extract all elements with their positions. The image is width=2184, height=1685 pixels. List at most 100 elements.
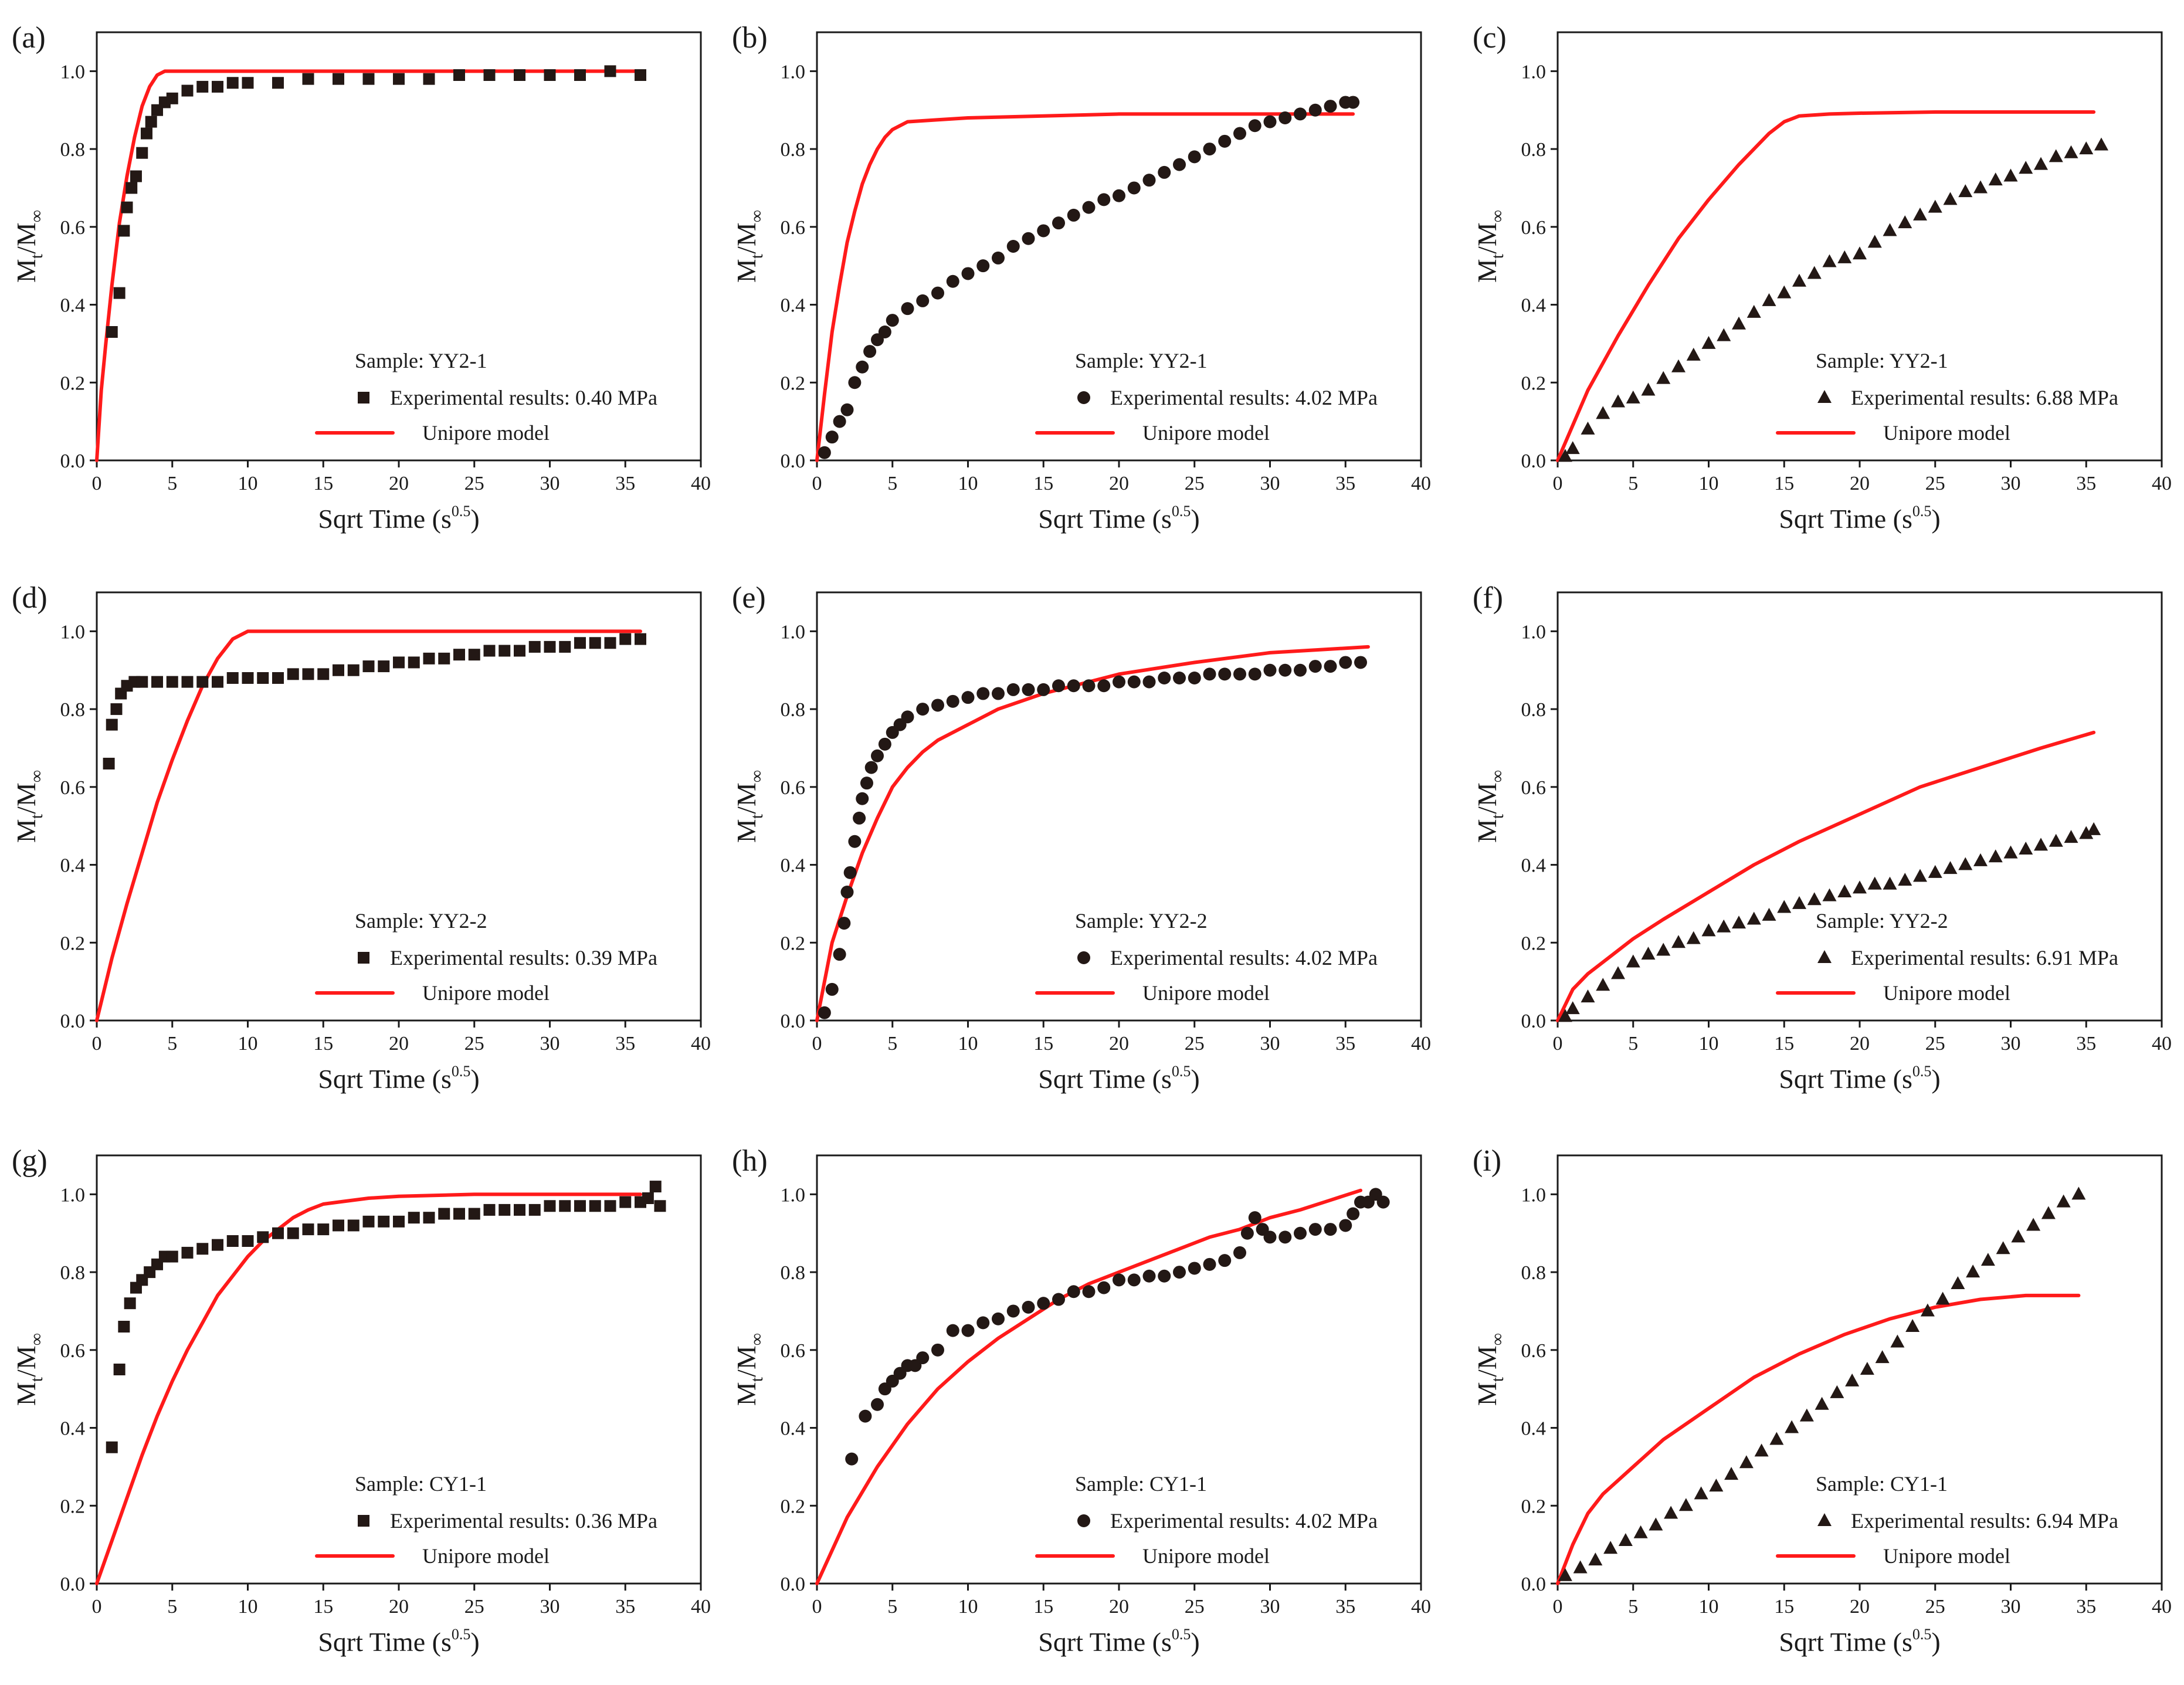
x-axis-label-sup: 0.5 — [1912, 1626, 1932, 1643]
legend-model: Unipore model — [422, 981, 550, 1005]
data-point — [242, 1235, 254, 1247]
data-point — [871, 749, 884, 762]
data-point — [181, 1246, 194, 1259]
x-axis-label-end: ) — [470, 504, 479, 534]
data-point — [347, 664, 360, 676]
data-point — [1762, 907, 1776, 921]
data-point — [362, 1215, 375, 1228]
data-point — [1958, 857, 1973, 870]
y-axis-label-sub2: ∞ — [747, 1333, 767, 1345]
data-point — [1837, 884, 1852, 897]
data-point — [272, 1227, 284, 1239]
sample-label: Sample: YY2-1 — [355, 349, 487, 372]
data-point — [1558, 1009, 1572, 1022]
data-point — [604, 637, 616, 649]
legend-model: Unipore model — [1142, 421, 1270, 445]
x-axis-label-sup: 0.5 — [1172, 503, 1191, 520]
x-tick-label: 30 — [2001, 473, 2021, 494]
y-axis-label-mid: /M — [731, 1345, 761, 1377]
x-tick-label: 20 — [389, 1596, 409, 1618]
data-point — [1233, 127, 1246, 140]
y-axis-label-mid: /M — [1472, 222, 1502, 254]
legend-model: Unipore model — [1883, 981, 2010, 1005]
x-axis-label-main: Sqrt Time (s — [318, 1064, 452, 1094]
data-point — [818, 1006, 831, 1019]
data-point — [1324, 100, 1337, 113]
legend-model: Unipore model — [1883, 421, 2010, 445]
x-tick-label: 5 — [167, 473, 177, 494]
x-tick-label: 25 — [1185, 1033, 1205, 1055]
data-point — [853, 811, 866, 825]
y-axis-label-mid: /M — [11, 222, 41, 254]
x-tick-label: 30 — [2001, 1033, 2021, 1055]
data-point — [1618, 1533, 1633, 1546]
data-point — [438, 652, 450, 664]
data-point — [1588, 1552, 1603, 1566]
data-point — [946, 274, 959, 288]
x-axis-label: Sqrt Time (s0.5) — [1779, 1626, 1940, 1657]
x-tick-label: 30 — [540, 473, 560, 494]
model-series-line — [1556, 730, 2096, 1022]
data-point — [196, 1243, 209, 1255]
data-point — [1565, 1001, 1580, 1015]
legend-marker — [1817, 1513, 1832, 1526]
data-point — [992, 687, 1005, 700]
x-tick-label: 10 — [958, 1596, 978, 1618]
data-point — [140, 127, 152, 140]
x-tick-label: 10 — [1699, 473, 1719, 494]
data-point — [619, 633, 632, 645]
data-point — [272, 77, 284, 89]
x-axis-label: Sqrt Time (s0.5) — [318, 1626, 479, 1657]
data-point — [1308, 1223, 1322, 1236]
data-point — [1558, 1568, 1572, 1581]
data-point — [317, 1223, 330, 1236]
x-tick-label: 20 — [1850, 1033, 1870, 1055]
x-axis-label-end: ) — [1191, 1627, 1199, 1657]
x-tick-label: 30 — [540, 1033, 560, 1055]
x-axis-label-main: Sqrt Time (s — [1038, 504, 1172, 534]
data-point — [1626, 390, 1640, 404]
data-point — [544, 1200, 556, 1212]
x-tick-label: 0 — [92, 1033, 102, 1055]
data-point — [635, 69, 646, 81]
data-point — [1022, 683, 1035, 696]
legend-experimental: Experimental results: 6.91 MPa — [1851, 946, 2118, 969]
x-tick-label: 10 — [958, 473, 978, 494]
data-point — [514, 645, 525, 657]
data-point — [1263, 115, 1277, 128]
data-point — [1142, 675, 1156, 689]
x-axis-label-sup: 0.5 — [452, 503, 471, 520]
x-tick-label: 25 — [1185, 1596, 1205, 1618]
data-point — [825, 430, 839, 444]
data-point — [226, 1235, 239, 1247]
data-point — [393, 656, 405, 669]
legend-model: Unipore model — [422, 421, 550, 445]
data-point — [136, 676, 148, 688]
sample-label: Sample: YY2-1 — [1816, 349, 1948, 372]
x-axis-label: Sqrt Time (s0.5) — [1779, 503, 1940, 534]
y-tick-label: 0.6 — [60, 217, 86, 239]
data-point — [1898, 215, 1912, 229]
data-point — [242, 77, 254, 89]
data-point — [1022, 1300, 1035, 1314]
y-axis-label-sub2: ∞ — [27, 210, 46, 222]
data-point — [1248, 667, 1261, 681]
data-point — [362, 660, 375, 673]
x-tick-label: 5 — [1628, 1596, 1638, 1618]
y-axis-label-sub1: t — [1488, 253, 1507, 259]
data-point — [833, 415, 846, 428]
data-point — [1127, 675, 1141, 689]
y-tick-label: 0.2 — [60, 1496, 86, 1517]
data-point — [1649, 1517, 1663, 1531]
data-point — [635, 633, 646, 645]
y-tick-label: 0.6 — [781, 777, 806, 799]
data-point — [1097, 193, 1111, 206]
sample-label: Sample: YY2-2 — [355, 909, 487, 933]
x-axis-label-end: ) — [1191, 1064, 1199, 1094]
y-tick-label: 0.6 — [781, 217, 806, 239]
y-axis-label-sub2: ∞ — [1488, 1333, 1507, 1345]
y-tick-label: 0.6 — [1521, 217, 1547, 239]
sample-label: Sample: CY1-1 — [355, 1472, 487, 1496]
data-point — [498, 1203, 511, 1216]
data-point — [574, 69, 586, 81]
